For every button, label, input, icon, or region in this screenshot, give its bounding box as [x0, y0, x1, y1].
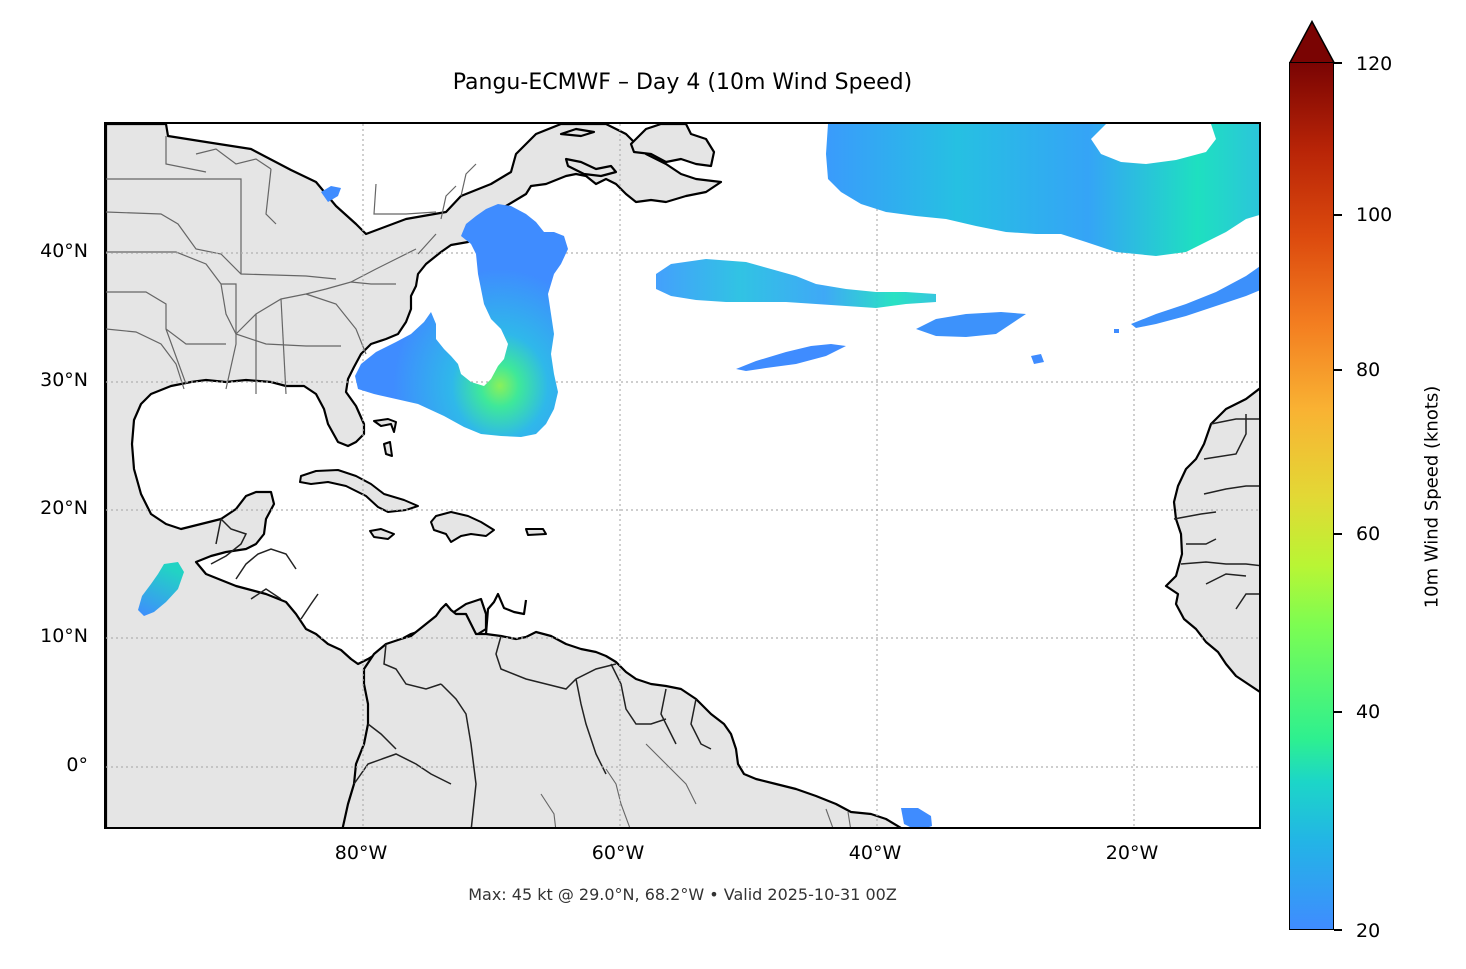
country-borders — [210, 414, 1259, 827]
colorbar-tick — [1334, 533, 1342, 535]
ytick-10n: 10°N — [40, 625, 88, 647]
wind-brazil-coast — [901, 808, 932, 827]
colorbar-title: 10m Wind Speed (knots) — [1421, 385, 1443, 609]
wind-great-lakes — [321, 186, 341, 202]
bahamas-1 — [373, 418, 397, 433]
land-south-america — [341, 592, 902, 827]
xtick-40w: 40°W — [848, 842, 902, 864]
colorbar-tick — [1334, 62, 1342, 64]
jamaica — [369, 528, 395, 540]
colorbar-extend-arrow-icon — [1289, 20, 1335, 64]
xtick-80w: 80°W — [334, 842, 388, 864]
wind-streak-2 — [916, 312, 1026, 337]
xtick-20w: 20°W — [1105, 842, 1159, 864]
wind-speck-2 — [1114, 329, 1119, 333]
colorbar-label-60: 60 — [1356, 523, 1381, 545]
colorbar-tick — [1334, 929, 1342, 931]
colorbar-label-80: 80 — [1356, 359, 1381, 381]
wind-mid-atlantic-streak — [656, 259, 936, 308]
map-canvas — [106, 124, 1259, 827]
ytick-40n: 40°N — [40, 240, 88, 262]
country-borders-minor — [540, 743, 851, 827]
colorbar-tick — [1334, 711, 1342, 713]
ytick-20n: 20°N — [40, 497, 88, 519]
land-newfoundland — [559, 124, 716, 178]
state-borders — [106, 136, 477, 395]
ytick-30n: 30°N — [40, 369, 88, 391]
cuba — [299, 469, 419, 513]
colorbar-label-100: 100 — [1356, 204, 1393, 226]
xtick-60w: 60°W — [591, 842, 645, 864]
wind-tehuantepec — [138, 562, 184, 616]
wind-field — [138, 124, 1259, 827]
wind-jet-hole — [1091, 124, 1216, 164]
colorbar-tick — [1334, 369, 1342, 371]
wind-streak-3 — [736, 344, 846, 371]
land-north-america — [106, 124, 723, 827]
bahamas-2 — [383, 441, 393, 457]
colorbar-label-120: 120 — [1356, 53, 1393, 75]
hispaniola — [430, 511, 495, 543]
chart-title: Pangu-ECMWF – Day 4 (10m Wind Speed) — [452, 70, 913, 95]
colorbar-tick — [1334, 214, 1342, 216]
colorbar-label-20: 20 — [1356, 920, 1381, 942]
map-panel[interactable] — [104, 122, 1261, 829]
ytick-0: 0° — [66, 754, 88, 776]
wind-hurricane-field — [355, 204, 568, 437]
wind-speck-1 — [1031, 354, 1044, 364]
puerto-rico — [525, 528, 547, 536]
colorbar — [1289, 62, 1334, 930]
wind-ne-atlantic-streak — [1131, 266, 1259, 328]
colorbar-label-40: 40 — [1356, 701, 1381, 723]
max-wind-annotation: Max: 45 kt @ 29.0°N, 68.2°W • Valid 2025… — [468, 885, 897, 904]
